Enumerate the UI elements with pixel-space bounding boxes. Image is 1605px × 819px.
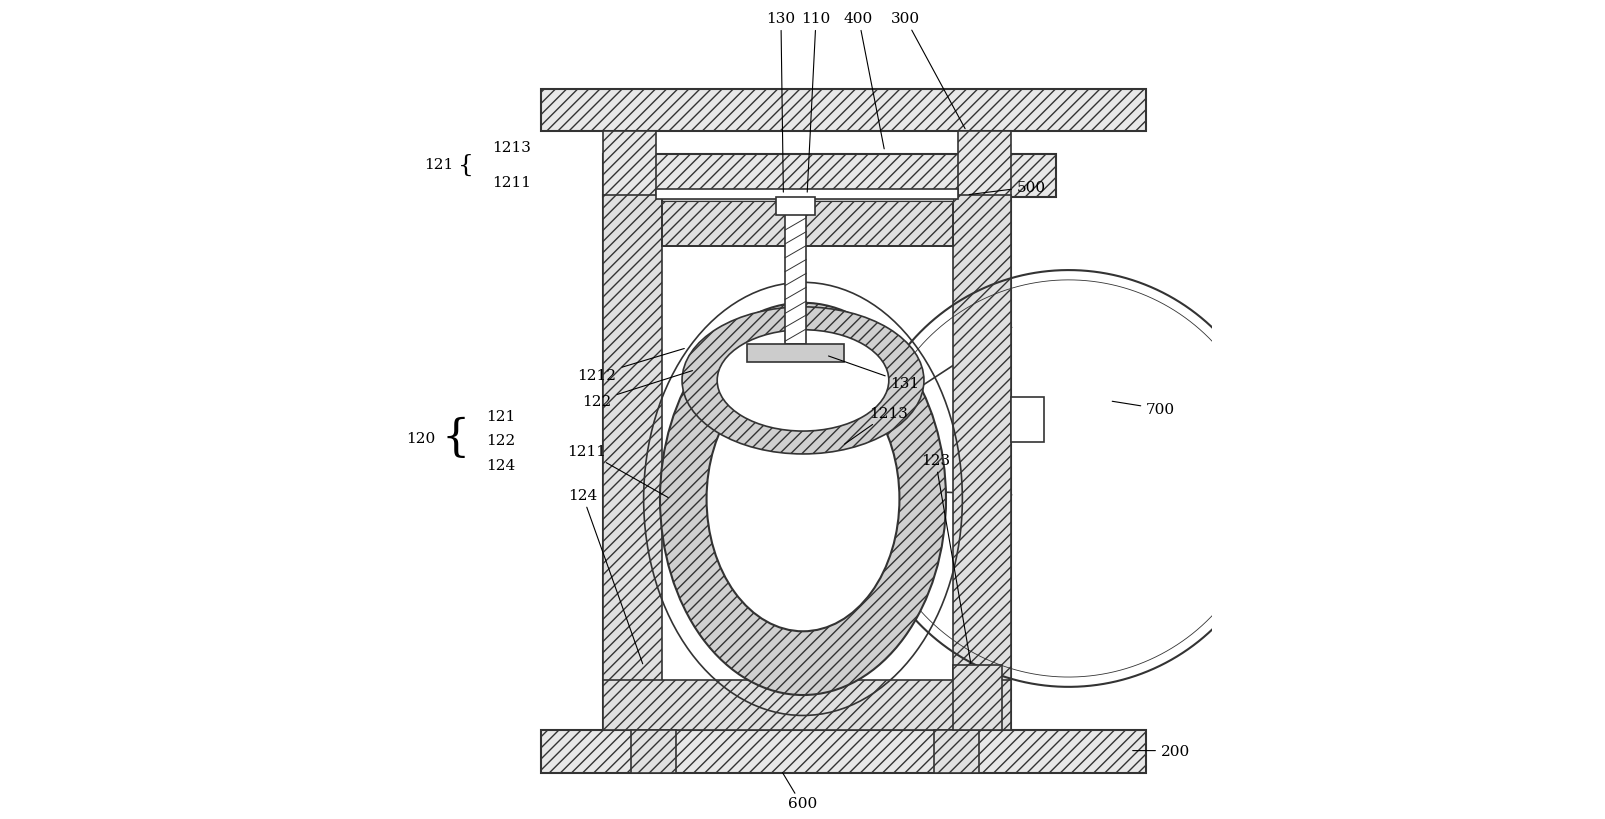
Bar [541,89,1146,132]
Bar [661,197,952,247]
Text: 122: 122 [583,371,692,409]
Text: 121: 121 [424,157,453,172]
Bar [746,344,843,362]
Bar [952,196,1011,731]
Ellipse shape [660,303,945,695]
Text: 300: 300 [891,12,965,129]
Text: 1212: 1212 [578,349,684,382]
Text: 130: 130 [766,12,794,193]
Text: {: { [441,417,470,459]
Ellipse shape [717,330,888,432]
Bar [631,731,676,772]
Text: 1211: 1211 [493,175,531,189]
Text: {: { [457,153,473,176]
Text: 131: 131 [828,356,920,391]
Bar [958,132,1011,197]
Text: 123: 123 [920,453,971,664]
Bar [933,731,977,772]
Bar [661,197,952,247]
Text: 110: 110 [801,12,830,193]
Text: 121: 121 [486,409,515,423]
Text: 122: 122 [486,433,515,447]
Text: 124: 124 [568,488,642,664]
Text: 1213: 1213 [493,142,531,156]
Text: 400: 400 [843,12,884,150]
Bar [541,731,1146,772]
Bar [661,197,952,247]
Text: 200: 200 [1132,744,1189,758]
Bar [785,214,806,344]
Text: 124: 124 [486,458,515,472]
Text: 1213: 1213 [844,406,908,445]
Bar [1011,397,1043,442]
Bar [602,196,661,731]
Text: 120: 120 [406,431,435,445]
Text: 600: 600 [788,796,817,810]
Text: 500: 500 [968,180,1045,195]
Bar [602,132,655,197]
Bar [952,665,1002,731]
Bar [602,680,1011,731]
Bar [655,190,958,200]
Bar [775,197,815,215]
Bar [602,155,1056,197]
Bar [602,196,1011,731]
Ellipse shape [706,367,899,631]
Text: 700: 700 [1112,402,1175,417]
Text: 1211: 1211 [567,445,668,498]
Bar [661,193,952,201]
Ellipse shape [682,307,923,455]
